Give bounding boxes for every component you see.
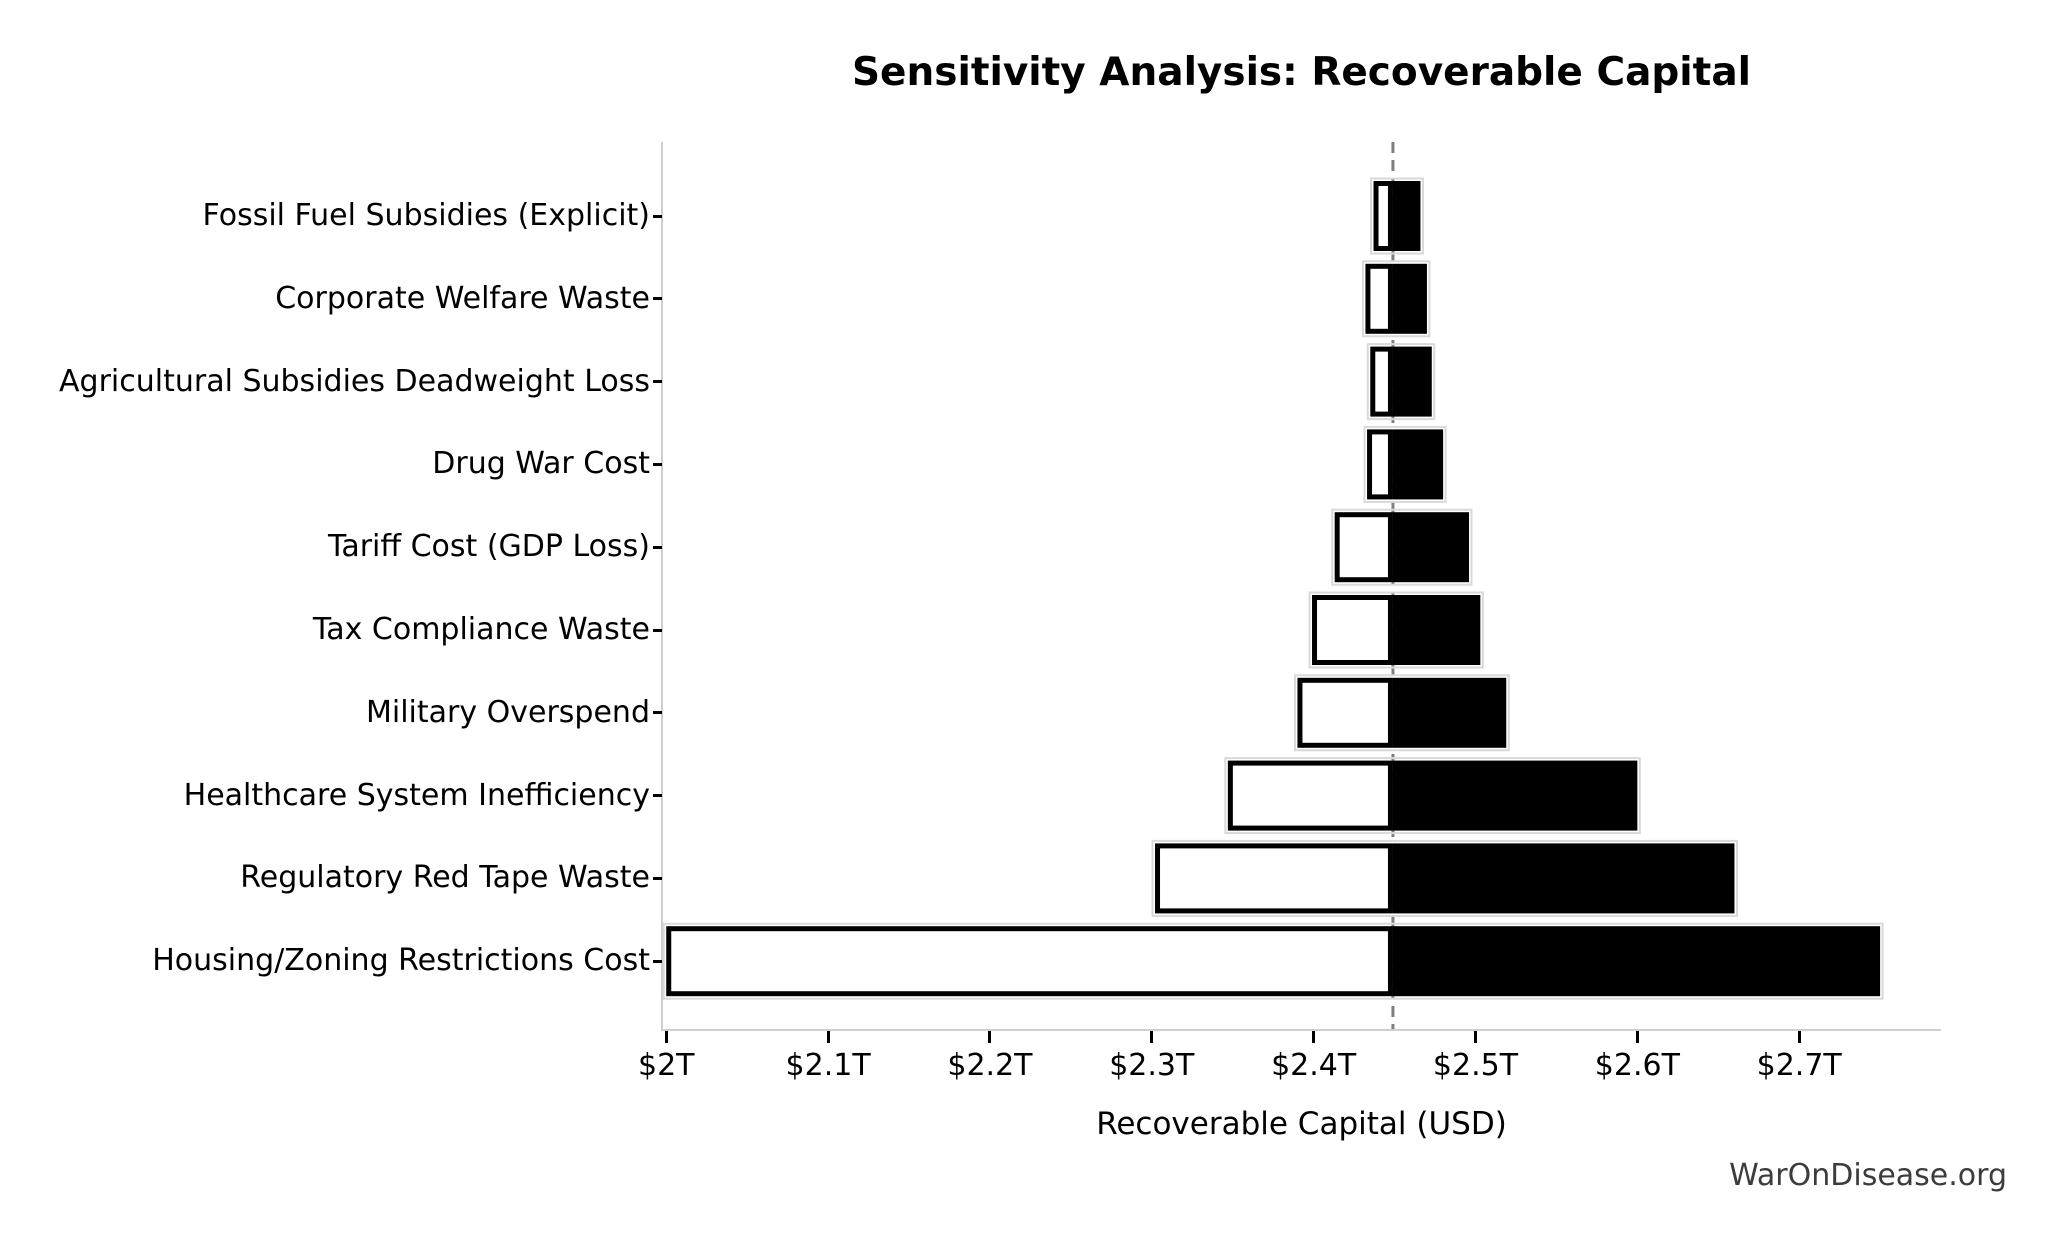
- bar-high-segment: [1392, 926, 1881, 997]
- x-tick-label: $2.3T: [1109, 1048, 1195, 1083]
- y-axis-label: Corporate Welfare Waste: [275, 280, 650, 316]
- bar-high-segment: [1392, 760, 1638, 831]
- y-tick-mark: [653, 380, 662, 384]
- x-axis-title: Recoverable Capital (USD): [1096, 1106, 1507, 1142]
- bar-low-segment: [1373, 181, 1393, 251]
- tornado-chart: [662, 142, 1884, 1029]
- x-tick-label: $2.5T: [1432, 1048, 1519, 1083]
- x-tick-mark: [1312, 1031, 1316, 1043]
- y-axis-label: Healthcare System Inefficiency: [183, 777, 650, 813]
- chart-title: Sensitivity Analysis: Recoverable Capita…: [851, 50, 1752, 95]
- y-tick-mark: [653, 214, 662, 218]
- y-tick-mark: [653, 794, 662, 798]
- bar-halo-outline: [1370, 177, 1424, 255]
- x-tick-label: $2.1T: [785, 1048, 871, 1083]
- x-tick-label: $2.7T: [1756, 1048, 1842, 1083]
- x-tick-mark: [1635, 1031, 1639, 1043]
- bar-halo-outline: [1151, 839, 1738, 917]
- bar-low-segment: [1227, 760, 1393, 831]
- x-tick-mark: [826, 1031, 830, 1043]
- x-tick-label: $2.6T: [1594, 1048, 1680, 1083]
- bar-low-segment: [666, 926, 1393, 997]
- bar-halo-outline: [662, 922, 1884, 1000]
- x-tick-mark: [988, 1031, 992, 1043]
- x-tick-label: $2T: [637, 1048, 695, 1083]
- y-tick-mark: [653, 959, 662, 963]
- y-axis-label: Military Overspend: [365, 694, 650, 730]
- y-tick-mark: [653, 462, 662, 466]
- bar-halo-outline: [1331, 508, 1473, 586]
- bar-high-segment: [1392, 843, 1735, 914]
- bar-halo-outline: [1293, 674, 1510, 752]
- bar-halo-outline: [1366, 343, 1436, 421]
- y-tick-mark: [653, 545, 662, 549]
- y-axis-label: Fossil Fuel Subsidies (Explicit): [202, 198, 650, 233]
- y-tick-mark: [653, 297, 662, 301]
- plot-area: [662, 142, 1940, 1029]
- y-tick-mark: [653, 876, 662, 880]
- x-tick-mark: [1150, 1031, 1154, 1043]
- bar-halo-outline: [1224, 757, 1641, 835]
- y-axis-label: Tariff Cost (GDP Loss): [327, 529, 650, 565]
- bar-low-segment: [1312, 595, 1393, 665]
- y-axis-label: Tax Compliance Waste: [312, 612, 650, 647]
- y-axis-label: Regulatory Red Tape Waste: [240, 860, 650, 896]
- y-tick-mark: [653, 711, 662, 715]
- bar-low-segment: [1365, 263, 1393, 334]
- bar-low-segment: [1155, 843, 1393, 914]
- bar-high-segment: [1392, 429, 1444, 500]
- x-tick-mark: [1473, 1031, 1477, 1043]
- x-tick-mark: [664, 1031, 668, 1043]
- x-tick-mark: [1797, 1031, 1801, 1043]
- y-axis-label: Drug War Cost: [432, 446, 650, 482]
- bar-low-segment: [1367, 429, 1393, 500]
- bar-halo-outline: [1361, 260, 1431, 338]
- x-axis-spine: [661, 1029, 1941, 1031]
- watermark-text: WarOnDisease.org: [1729, 1158, 2007, 1193]
- bar-high-segment: [1392, 677, 1507, 748]
- bar-halo-outline: [1363, 425, 1447, 503]
- bar-high-segment: [1392, 595, 1481, 665]
- bar-halo-outline: [1308, 591, 1484, 669]
- x-tick-label: $2.2T: [947, 1048, 1033, 1083]
- bar-high-segment: [1392, 512, 1470, 583]
- bar-low-segment: [1334, 512, 1393, 583]
- y-axis-label: Agricultural Subsidies Deadweight Loss: [59, 363, 650, 399]
- bar-high-segment: [1392, 181, 1421, 251]
- bar-low-segment: [1370, 346, 1393, 417]
- bar-high-segment: [1392, 346, 1432, 417]
- bar-high-segment: [1392, 263, 1427, 334]
- x-tick-label: $2.4T: [1271, 1048, 1357, 1083]
- y-axis-label: Housing/Zoning Restrictions Cost: [152, 943, 650, 979]
- y-axis-spine: [661, 142, 663, 1031]
- y-tick-mark: [653, 628, 662, 632]
- bar-low-segment: [1297, 677, 1393, 748]
